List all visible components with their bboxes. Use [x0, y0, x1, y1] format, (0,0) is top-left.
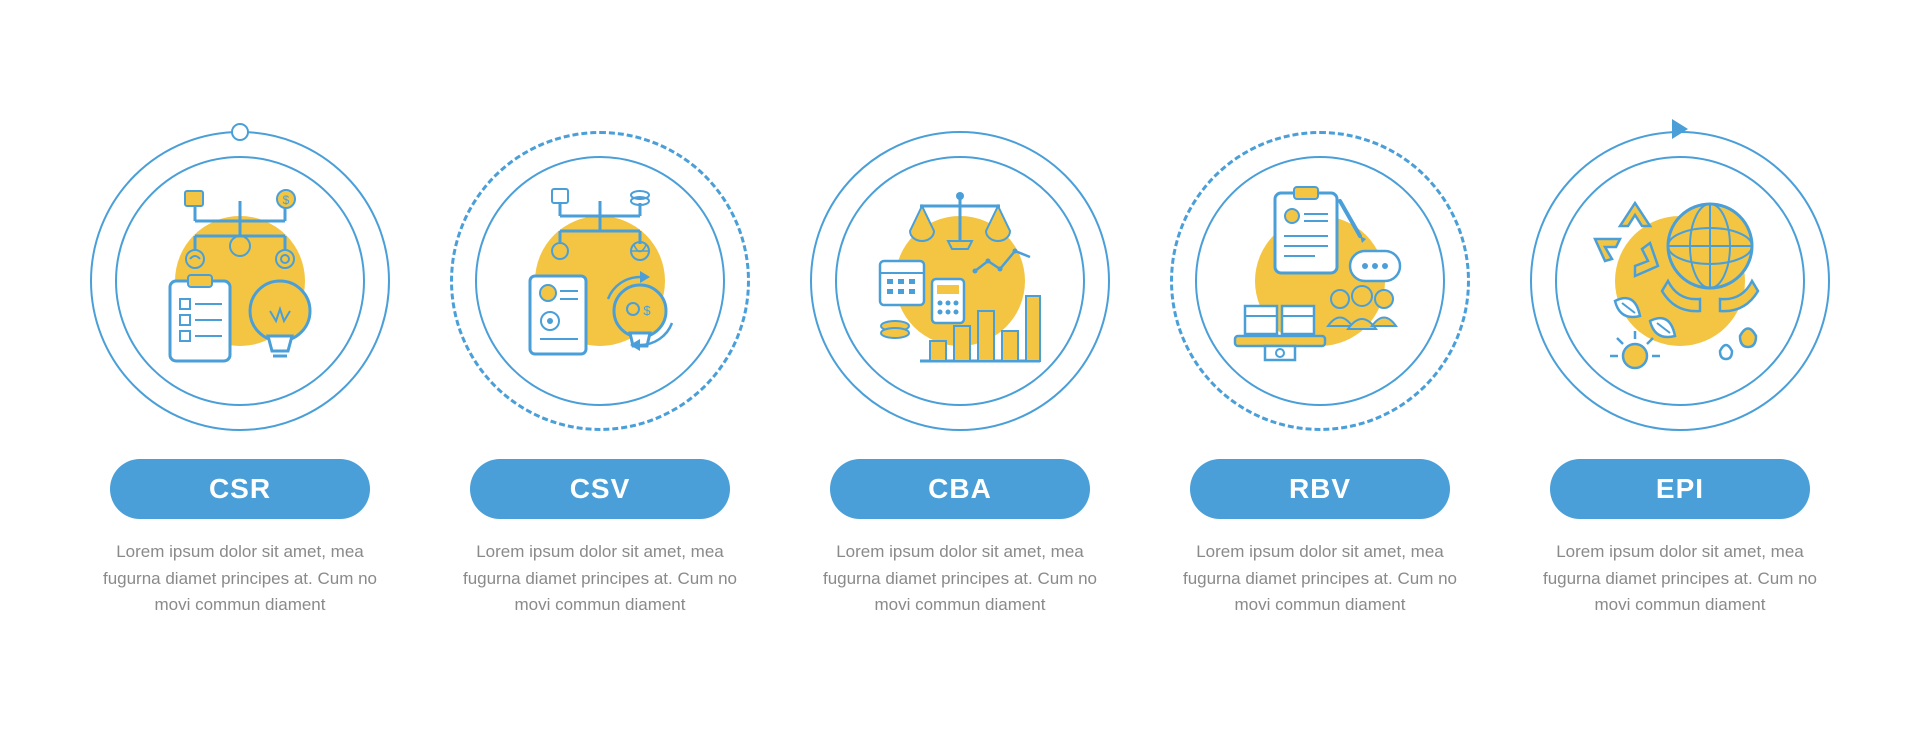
badge-csv: CSV	[470, 459, 730, 519]
csv-icon	[500, 181, 700, 381]
circle-csv	[450, 131, 750, 431]
circle-rbv	[1170, 131, 1470, 431]
desc-rbv: Lorem ipsum dolor sit amet, mea fugurna …	[1180, 539, 1460, 618]
inner-circle	[115, 156, 365, 406]
inner-circle	[835, 156, 1085, 406]
circle-csr	[90, 131, 390, 431]
step-csr: CSR Lorem ipsum dolor sit amet, mea fugu…	[80, 131, 400, 618]
desc-cba: Lorem ipsum dolor sit amet, mea fugurna …	[820, 539, 1100, 618]
badge-csr: CSR	[110, 459, 370, 519]
start-dot-icon	[231, 123, 249, 141]
csr-icon	[140, 181, 340, 381]
inner-circle	[475, 156, 725, 406]
epi-icon	[1580, 181, 1780, 381]
step-epi: EPI Lorem ipsum dolor sit amet, mea fugu…	[1520, 131, 1840, 618]
step-csv: CSV Lorem ipsum dolor sit amet, mea fugu…	[440, 131, 760, 618]
desc-epi: Lorem ipsum dolor sit amet, mea fugurna …	[1540, 539, 1820, 618]
badge-cba: CBA	[830, 459, 1090, 519]
badge-epi: EPI	[1550, 459, 1810, 519]
step-cba: CBA Lorem ipsum dolor sit amet, mea fugu…	[800, 131, 1120, 618]
circle-epi	[1530, 131, 1830, 431]
rbv-icon	[1220, 181, 1420, 381]
step-rbv: RBV Lorem ipsum dolor sit amet, mea fugu…	[1160, 131, 1480, 618]
end-arrow-icon	[1672, 119, 1688, 139]
desc-csv: Lorem ipsum dolor sit amet, mea fugurna …	[460, 539, 740, 618]
circle-cba	[810, 131, 1110, 431]
infographic-row: CSR Lorem ipsum dolor sit amet, mea fugu…	[80, 131, 1840, 618]
inner-circle	[1555, 156, 1805, 406]
cba-icon	[860, 181, 1060, 381]
inner-circle	[1195, 156, 1445, 406]
badge-rbv: RBV	[1190, 459, 1450, 519]
desc-csr: Lorem ipsum dolor sit amet, mea fugurna …	[100, 539, 380, 618]
